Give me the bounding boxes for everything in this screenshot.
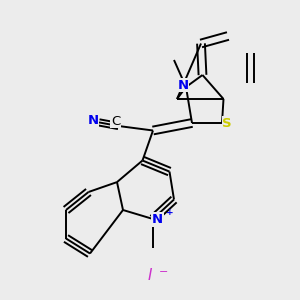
Text: −: − [159,267,168,278]
Text: +: + [166,208,173,217]
Text: N: N [87,113,99,127]
Text: I: I [148,268,152,284]
Text: N: N [177,79,189,92]
Text: S: S [222,117,232,130]
Text: N: N [152,213,163,226]
Text: C: C [111,115,120,128]
